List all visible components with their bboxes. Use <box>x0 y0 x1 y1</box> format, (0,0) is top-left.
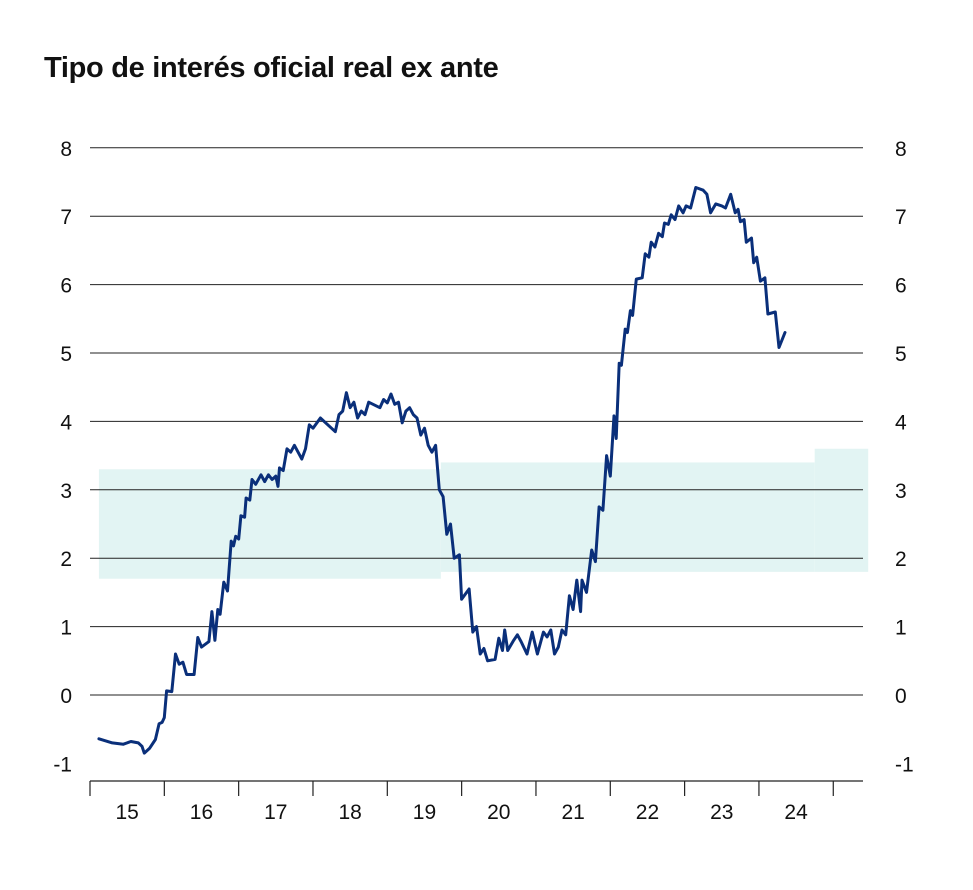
y-tick-left-8: 8 <box>60 138 72 161</box>
y-tick-left-7: 7 <box>60 206 72 229</box>
y-tick-left-0: 0 <box>60 685 72 708</box>
y-tick-right-8: 8 <box>895 138 907 161</box>
y-axis-right: -1 0 1 2 3 4 5 6 7 8 <box>895 138 914 777</box>
y-tick-left--1: -1 <box>53 753 72 776</box>
y-tick-left-5: 5 <box>60 343 72 366</box>
y-tick-right-0: 0 <box>895 685 907 708</box>
y-tick-left-1: 1 <box>60 617 72 640</box>
x-tick-20: 20 <box>487 801 510 824</box>
y-tick-right-5: 5 <box>895 343 907 366</box>
y-tick-right--1: -1 <box>895 753 914 776</box>
series-group <box>97 186 787 755</box>
y-tick-left-3: 3 <box>60 480 72 503</box>
y-tick-left-2: 2 <box>60 548 72 571</box>
chart-title: Tipo de interés oficial real ex ante <box>44 52 499 84</box>
x-tick-22: 22 <box>636 801 659 824</box>
x-tick-15: 15 <box>115 801 138 824</box>
y-axis-left: -1 0 1 2 3 4 5 6 7 8 <box>53 138 72 777</box>
x-tick-23: 23 <box>710 801 733 824</box>
y-tick-left-6: 6 <box>60 275 72 298</box>
band-segment-2 <box>440 462 815 572</box>
y-tick-right-7: 7 <box>895 206 907 229</box>
gridlines <box>90 147 863 696</box>
x-tick-21: 21 <box>561 801 584 824</box>
y-tick-right-2: 2 <box>895 548 907 571</box>
y-tick-right-6: 6 <box>895 275 907 298</box>
y-tick-right-4: 4 <box>895 411 907 434</box>
y-tick-right-1: 1 <box>895 617 907 640</box>
x-axis: 15 16 17 18 19 20 21 22 23 24 <box>89 780 863 824</box>
x-tick-16: 16 <box>190 801 213 824</box>
x-tick-17: 17 <box>264 801 287 824</box>
shaded-band-group <box>98 448 869 579</box>
x-tick-19: 19 <box>413 801 436 824</box>
band-segment-3 <box>814 448 869 572</box>
y-tick-left-4: 4 <box>60 411 72 434</box>
band-segment-1 <box>98 469 441 579</box>
x-tick-24: 24 <box>784 801 808 824</box>
x-tick-18: 18 <box>338 801 361 824</box>
y-tick-right-3: 3 <box>895 480 907 503</box>
series-line-1 <box>97 186 787 755</box>
